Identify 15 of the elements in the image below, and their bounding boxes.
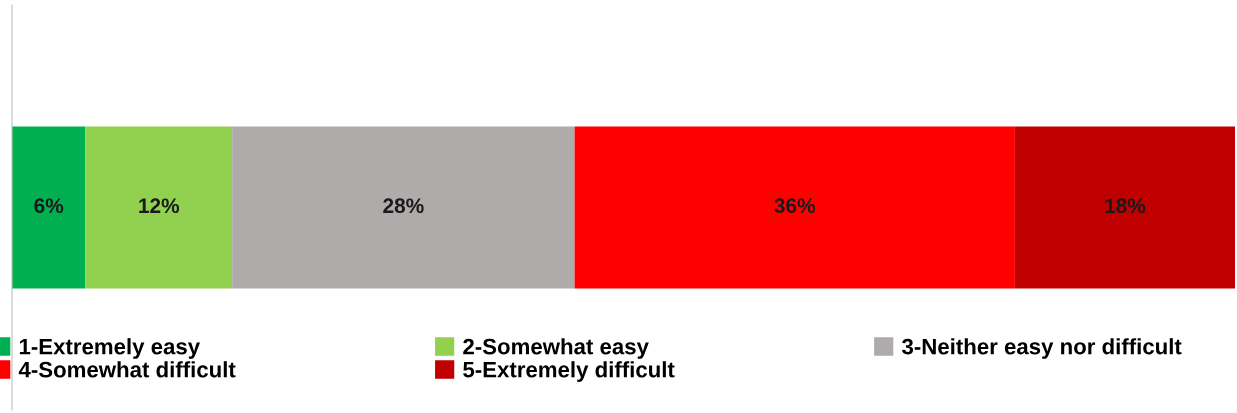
data-label: 28% bbox=[383, 198, 424, 214]
data-label: 6% bbox=[34, 198, 64, 214]
legend-label: 4-Somewhat difficult bbox=[18, 361, 236, 378]
bar bbox=[85, 126, 233, 289]
legend-label: 1-Extremely easy bbox=[19, 338, 200, 359]
bar bbox=[1014, 126, 1235, 289]
data-label: 12% bbox=[139, 198, 180, 214]
legend-label: 2-Somewhat easy bbox=[463, 338, 649, 359]
bar bbox=[232, 126, 575, 289]
data-label: 36% bbox=[774, 198, 816, 214]
legend-label: 3-Neither easy nor difficult bbox=[902, 338, 1182, 359]
bar bbox=[574, 126, 1015, 289]
data-label: 18% bbox=[1105, 198, 1146, 214]
legend-label: 5-Extremely difficult bbox=[463, 361, 675, 382]
bar bbox=[12, 126, 86, 289]
